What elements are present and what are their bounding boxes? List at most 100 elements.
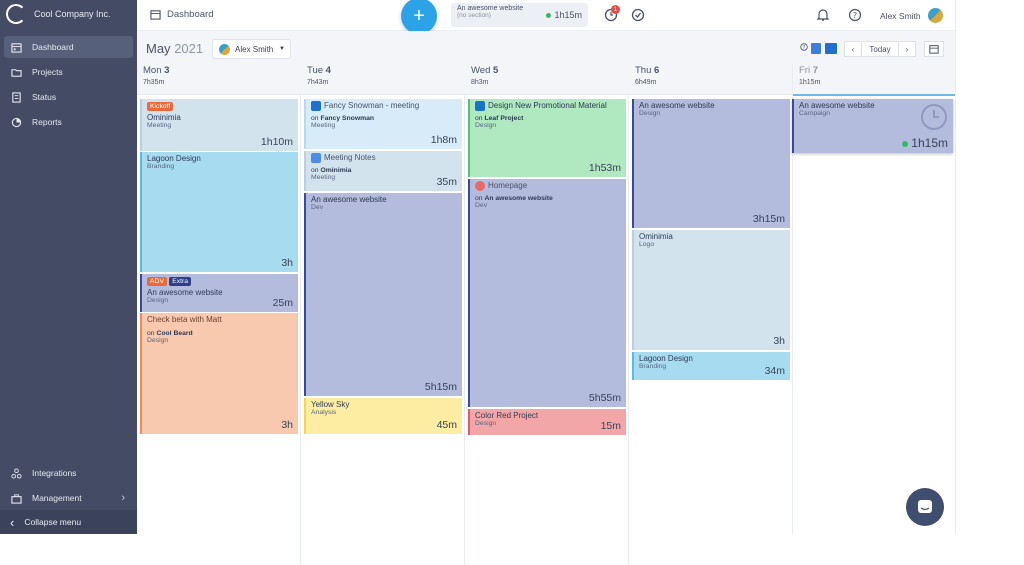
event-title: An awesome website [799,101,875,110]
day-number: 3 [164,65,170,76]
event-subtitle: Design [147,337,169,344]
sidebar-item-label: Management [32,493,82,503]
prev-week-button[interactable]: ‹ [844,41,862,57]
column-divider [792,64,793,534]
user-filter-value: Alex Smith [235,44,274,54]
today-button[interactable]: Today [861,41,899,57]
calendar-event[interactable]: Check beta with Matt on Cool Beard Desig… [140,313,298,434]
on-label: on [475,195,483,202]
day-number: 5 [493,65,499,76]
company-switcher[interactable]: Cool Company Inc. [6,4,111,24]
breadcrumb: Dashboard [150,9,213,20]
event-subtitle: Logo [639,241,655,248]
event-duration: 3h [281,257,293,269]
calendar-event[interactable]: Lagoon Design Branding 3h [140,152,298,272]
calendar-event[interactable]: An awesome website Dev 5h15m [304,193,462,396]
sidebar-item-label: Dashboard [32,42,74,52]
sidebar-item-dashboard[interactable]: Dashboard [4,36,133,58]
chevron-right-icon: › [905,44,909,54]
event-duration: 35m [436,176,457,188]
chat-button[interactable] [906,488,944,526]
event-subtitle: Branding [147,163,175,170]
collapse-menu-button[interactable]: ‹ Collapse menu [0,510,137,534]
event-subtitle: Campaign [799,110,830,117]
calendar-event[interactable]: An awesome website Design 3h15m [632,99,790,228]
management-icon [11,493,22,504]
event-title: An awesome website [639,101,715,110]
day-name: Tue [307,65,324,76]
sidebar-item-status[interactable]: Status [4,86,133,108]
calendar-event[interactable]: Design New Promotional Material on Leaf … [468,99,626,177]
month-name: May [146,41,171,56]
event-duration: 25m [272,297,293,309]
event-title: Ominimia [639,232,673,241]
running-dot-icon [902,140,909,147]
event-title: Yellow Sky [311,400,350,409]
event-title: Lagoon Design [147,154,201,163]
project-name: An awesome website [484,195,553,202]
event-duration: 1h10m [260,136,293,148]
event-title: Ominimia [147,113,181,122]
user-name[interactable]: Alex Smith [880,11,921,21]
calendar-event[interactable]: Color Red Project Design 15m [468,409,626,435]
svg-text:?: ? [803,45,806,51]
event-subtitle: Design [475,420,497,427]
event-project: on Cool Beard [147,330,293,337]
calendar-event[interactable]: Ominimia Logo 3h [632,230,790,350]
tag-badge: ADV [147,277,167,286]
day-header-mon: Mon 3 7h35m [143,65,169,86]
day-name: Thu [635,65,652,76]
next-week-button[interactable]: › [898,41,916,57]
sidebar-item-management[interactable]: Management › [4,487,133,509]
running-timer[interactable]: An awesome website (no section) 1h15m [451,3,588,27]
help-icon[interactable]: ? [848,8,862,22]
on-label: on [311,115,319,122]
event-project: on Ominimia [311,167,457,174]
event-duration: 34m [764,365,785,377]
event-title: An awesome website [147,288,223,297]
calendar-event[interactable]: Kickoff Ominimia Meeting 1h10m [140,99,298,151]
sidebar-item-projects[interactable]: Projects [4,61,133,83]
date-picker-button[interactable] [924,41,944,57]
chevron-right-icon: › [121,492,125,504]
event-duration: 3h [773,335,785,347]
event-subtitle: Meeting [147,122,172,129]
calendar-event[interactable]: Fancy Snowman - meeting on Fancy Snowman… [304,99,462,149]
collapse-menu-label: Collapse menu [24,517,82,527]
event-title: An awesome website [311,195,387,204]
event-title: Design New Promotional Material [488,101,607,111]
sidebar-item-reports[interactable]: Reports [4,111,133,133]
calendar-event[interactable]: Yellow Sky Analysis 45m [304,398,462,434]
help-icon[interactable]: ? [800,43,808,51]
column-divider [464,95,465,565]
event-duration: 1h8m [430,134,457,146]
tag-badge: Extra [169,277,192,286]
sidebar-item-integrations[interactable]: Integrations [4,462,133,484]
project-name: Fancy Snowman [320,115,375,122]
project-name: Cool Beard [156,330,193,337]
outlook-icon[interactable] [825,43,837,54]
sidebar: Cool Company Inc. Dashboard Projects Sta… [0,0,137,534]
event-title: Lagoon Design [639,354,693,363]
bell-icon[interactable] [816,8,830,22]
google-calendar-icon[interactable] [811,43,821,54]
add-entry-button[interactable]: + [401,0,437,34]
calendar-event[interactable]: Lagoon Design Branding 34m [632,352,790,380]
calendar-event[interactable]: Homepage on An awesome website Dev 5h55m [468,179,626,407]
avatar[interactable] [928,8,943,23]
check-circle-icon[interactable] [631,8,645,22]
day-name: Wed [471,65,491,76]
event-project: on Fancy Snowman [311,115,457,122]
calendar-event-running[interactable]: An awesome website Campaign 1h15m [792,99,953,153]
calendar-event[interactable]: Meeting Notes on Ominimia Meeting 35m [304,151,462,191]
event-subtitle: Meeting [311,174,336,181]
timer-title: An awesome website [457,5,524,12]
calendar-icon [929,45,939,54]
calendar-event[interactable]: ADV Extra An awesome website Design 25m [140,274,298,312]
day-hours: 7h35m [143,79,165,86]
plus-icon: + [413,4,425,27]
day-hours: 8h3m [471,79,489,86]
user-filter-dropdown[interactable]: Alex Smith ▼ [212,39,291,59]
integrations-icon [11,467,22,479]
chat-icon [918,500,932,513]
